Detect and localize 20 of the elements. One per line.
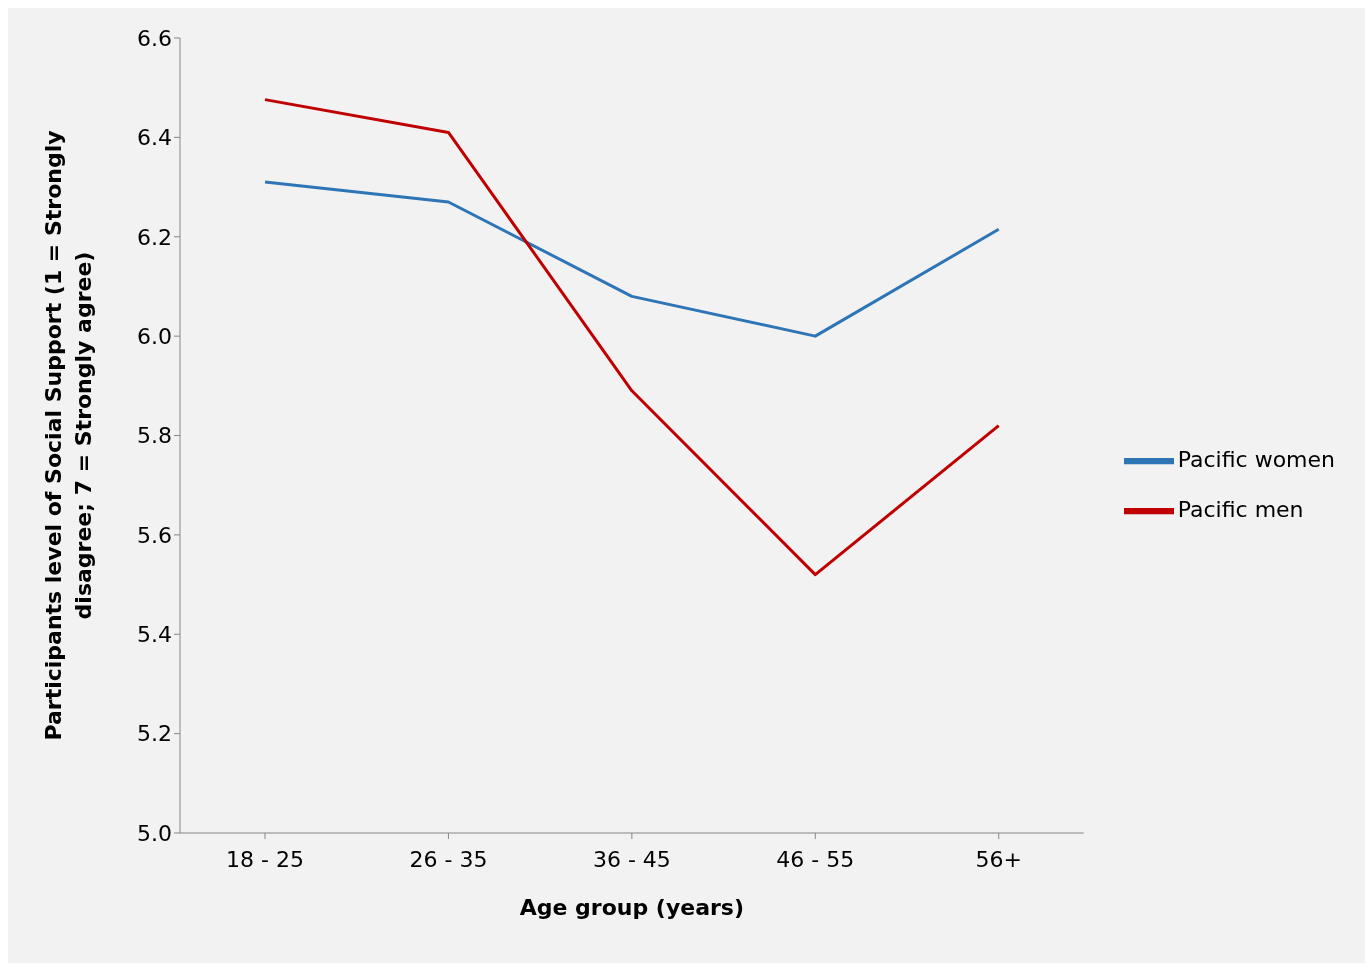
x-tick-label: 26 - 35 [409,846,488,872]
line-series [263,180,1001,338]
y-tick-label: 5.6 [137,522,172,548]
y-tick-label: 6.0 [137,323,172,349]
y-tick-label: 6.6 [137,25,172,51]
x-tick-label: 56+ [975,846,1022,872]
y-axis-title: Participants level of Social Support (1 = Strongly disagree; 7 = Strongly agree) [41,130,96,741]
legend-label: Pacific women [1177,446,1335,472]
y-tick-label: 6.2 [137,224,172,250]
legend-label: Pacific men [1177,496,1304,522]
x-tick-label: 46 - 55 [776,846,855,872]
y-tick-label: 5.4 [137,622,172,648]
line-series [263,98,1001,577]
x-tick-label: 36 - 45 [592,846,671,872]
y-tick-label: 5.0 [137,820,172,846]
x-axis-title: Age group (years) [519,895,745,920]
x-tick-label: 18 - 25 [226,846,304,872]
y-tick-label: 5.2 [137,721,172,747]
y-tick-label: 5.8 [137,423,172,449]
y-tick-label: 6.4 [137,125,172,151]
